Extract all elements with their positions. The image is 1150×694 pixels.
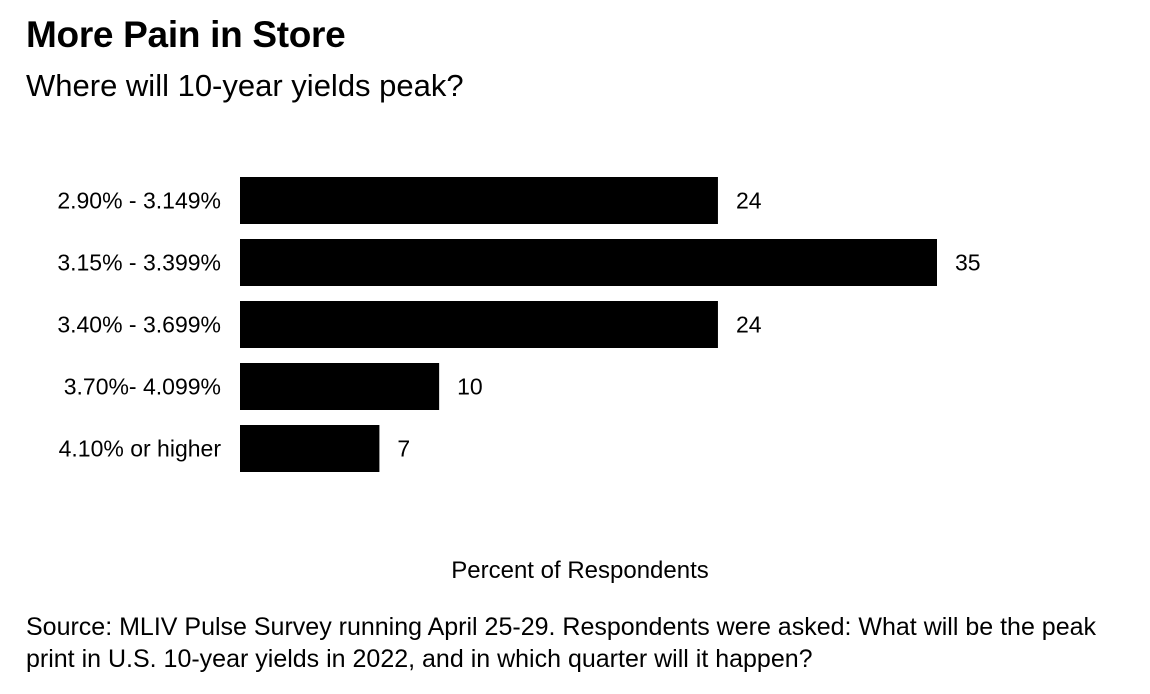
data-label: 35 [955,250,981,276]
bar [240,363,440,410]
bar-row: 2.90% - 3.149% 24 [57,177,762,224]
category-label: 4.10% or higher [59,436,222,462]
bar [240,177,718,224]
bar [240,425,380,472]
category-label: 3.70%- 4.099% [64,374,221,400]
bar-row: 3.70%- 4.099% 10 [64,363,483,410]
chart-subtitle: Where will 10-year yields peak? [26,68,464,103]
x-axis-label: Percent of Respondents [451,557,709,584]
bar-chart: 2.90% - 3.149% 24 3.15% - 3.399% 35 3.40% - … [57,177,981,472]
category-label: 2.90% - 3.149% [57,188,221,214]
chart-title: More Pain in Store [26,14,346,55]
data-label: 10 [457,374,483,400]
bar-row: 3.15% - 3.399% 35 [57,239,981,286]
bar-row: 3.40% - 3.699% 24 [57,301,762,348]
category-label: 3.15% - 3.399% [57,250,221,276]
category-label: 3.40% - 3.699% [57,312,221,338]
data-label: 24 [736,312,762,338]
data-label: 24 [736,188,762,214]
bar [240,239,937,286]
data-label: 7 [397,436,410,462]
source-note: Source: MLIV Pulse Survey running April … [26,613,1097,673]
bar [240,301,718,348]
bar-row: 4.10% or higher 7 [59,425,410,472]
